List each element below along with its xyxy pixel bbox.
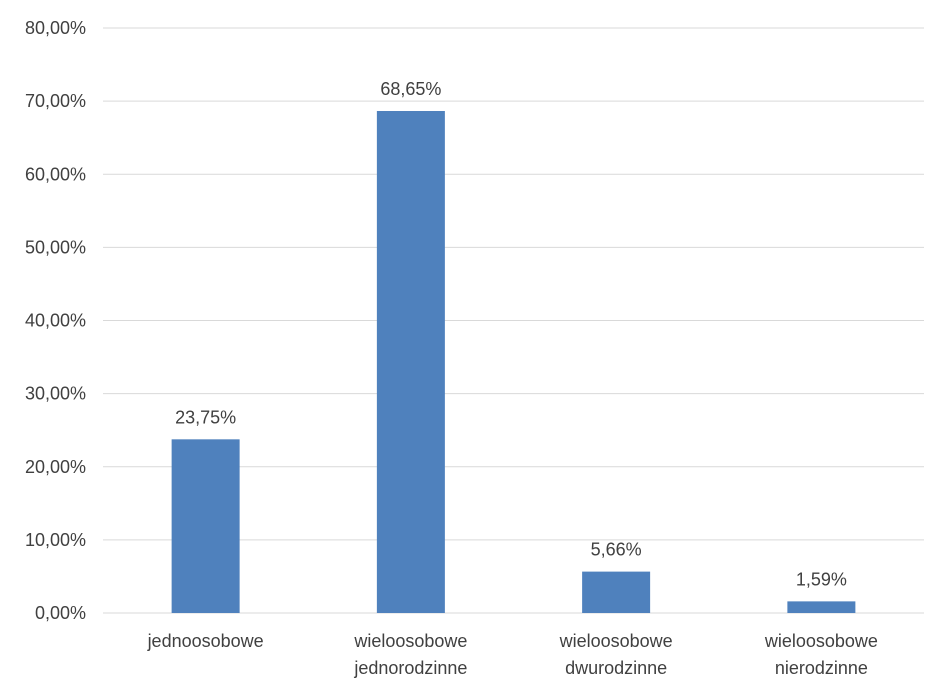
data-label: 23,75% xyxy=(175,407,236,427)
bar xyxy=(376,110,445,613)
y-tick-label: 50,00% xyxy=(25,237,86,257)
bar xyxy=(171,439,240,613)
data-label: 68,65% xyxy=(380,79,441,99)
y-tick-label: 20,00% xyxy=(25,457,86,477)
x-category-label: wieloosobowe xyxy=(353,631,467,651)
bar xyxy=(582,571,651,613)
y-tick-label: 0,00% xyxy=(35,603,86,623)
y-tick-label: 40,00% xyxy=(25,311,86,331)
data-label: 5,66% xyxy=(591,540,642,560)
data-label: 1,59% xyxy=(796,569,847,589)
x-category-label: jednorodzinne xyxy=(353,658,467,678)
x-category-label: wieloosobowe xyxy=(559,631,673,651)
x-category-label: nierodzinne xyxy=(775,658,868,678)
x-category-label: jednoosobowe xyxy=(147,631,264,651)
y-tick-label: 10,00% xyxy=(25,530,86,550)
y-tick-label: 60,00% xyxy=(25,164,86,184)
y-tick-label: 70,00% xyxy=(25,91,86,111)
bar xyxy=(787,601,856,613)
y-tick-label: 30,00% xyxy=(25,384,86,404)
y-tick-label: 80,00% xyxy=(25,18,86,38)
x-category-label: dwurodzinne xyxy=(565,658,667,678)
x-category-label: wieloosobowe xyxy=(764,631,878,651)
